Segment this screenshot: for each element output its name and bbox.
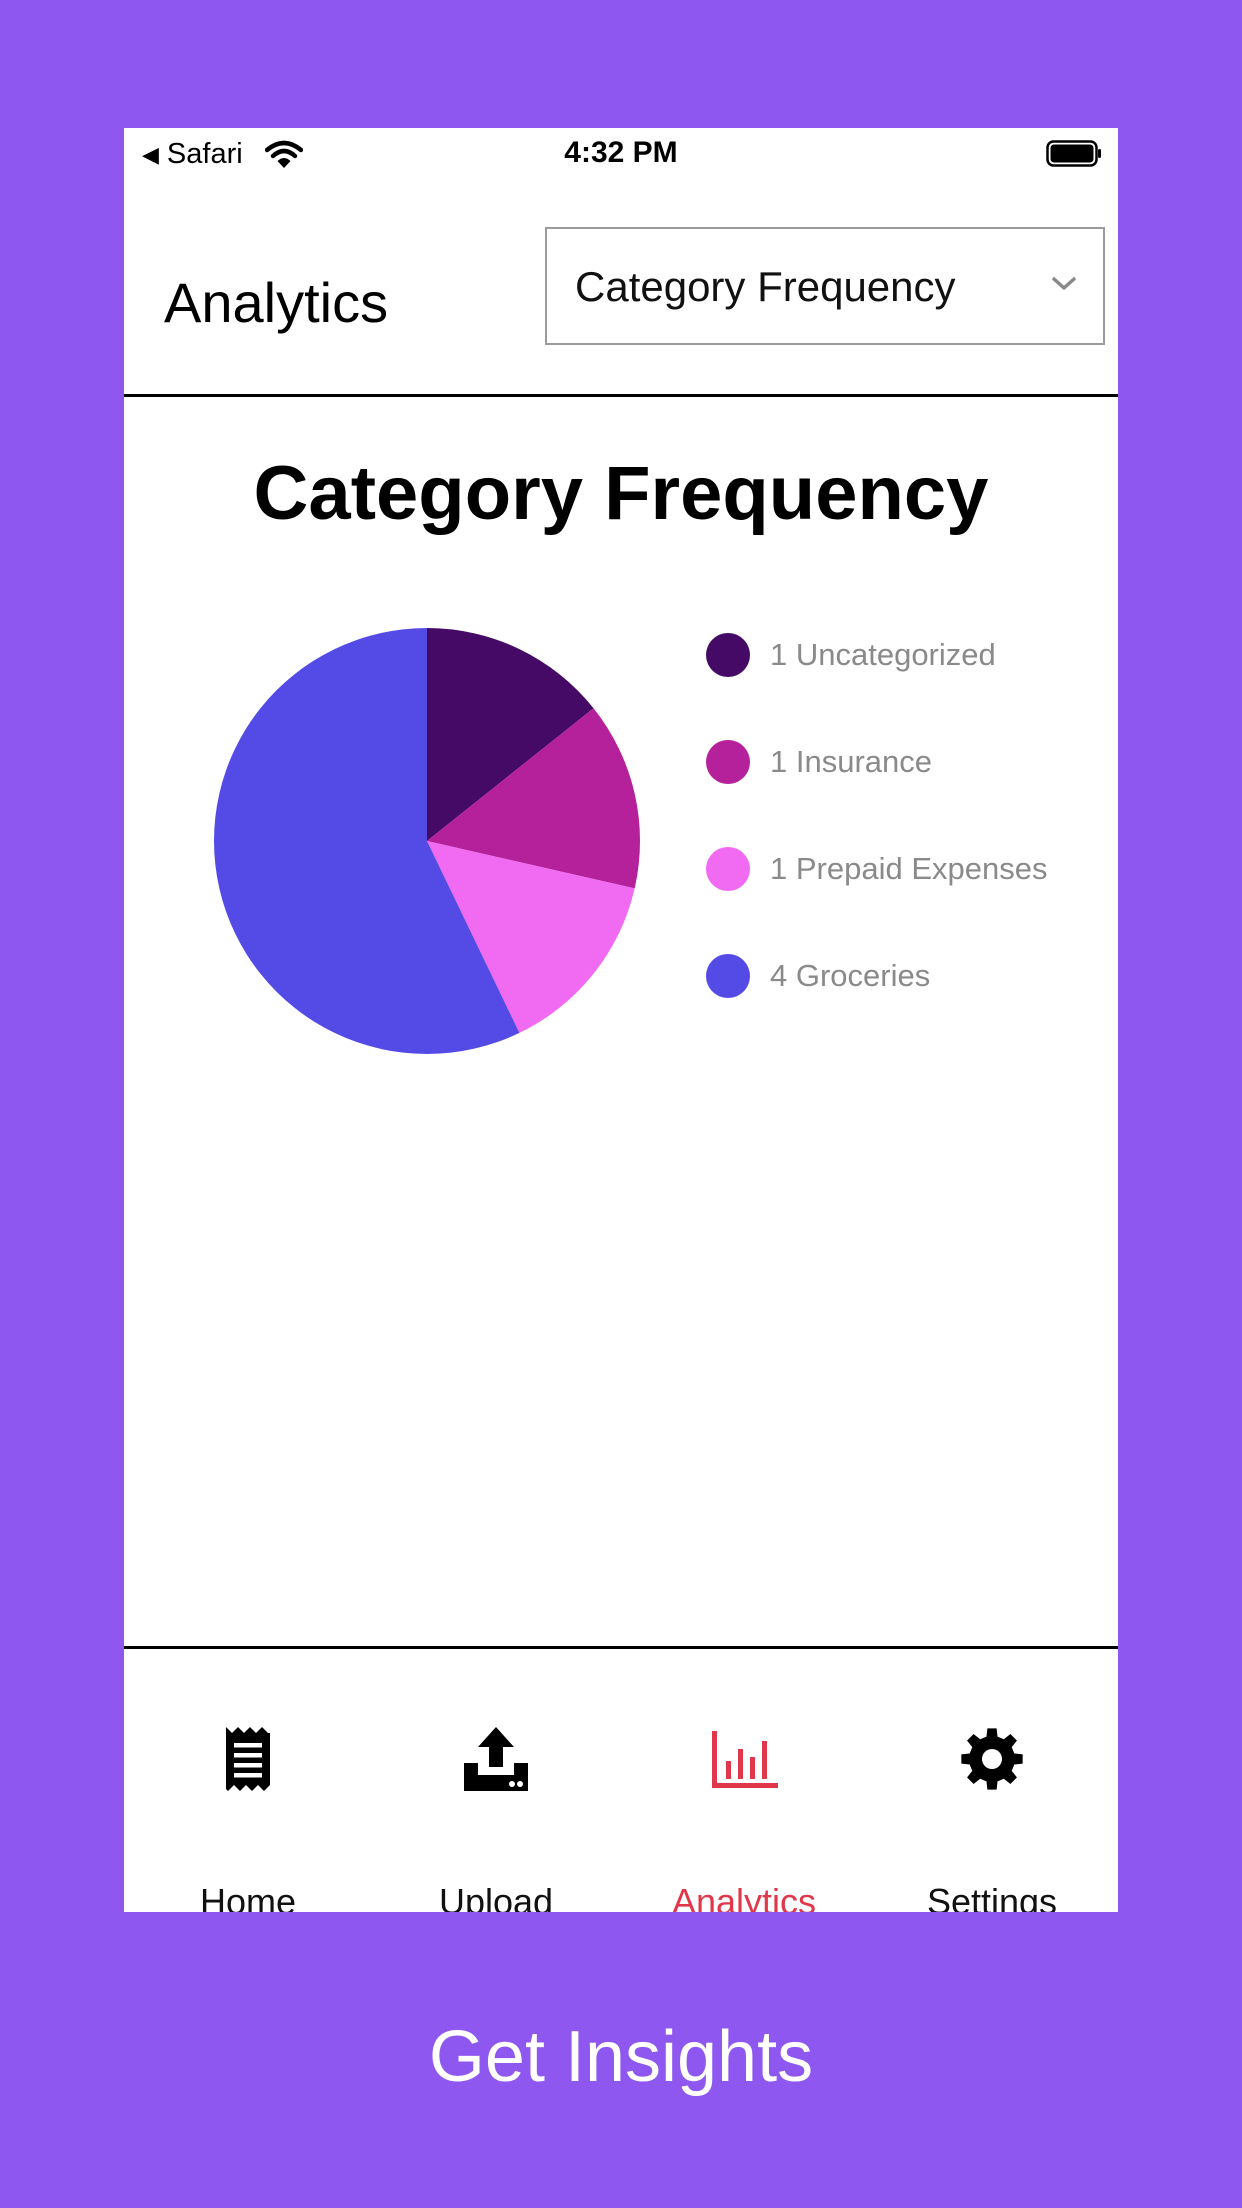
tab-label: Analytics [671,1881,817,1912]
pie-slice [427,841,635,1033]
pie-slice [427,628,594,841]
tab-upload[interactable]: Upload [372,1649,620,1912]
status-bar: ◀ Safari 4:32 PM [124,128,1118,184]
tab-label: Home [199,1881,297,1912]
legend-label: 1 Prepaid Expenses [770,851,1048,886]
chart-type-select-value: Category Frequency [575,263,956,310]
tab-label: Upload [438,1881,554,1912]
legend-item: 4 Groceries [706,954,930,998]
status-time: 4:32 PM [564,136,678,169]
chevron-down-icon [1052,277,1076,290]
gear-icon [961,1728,1023,1790]
legend-swatch [706,847,750,891]
back-to-app-link[interactable]: ◀ Safari [142,138,303,171]
legend-swatch [706,633,750,677]
tab-analytics[interactable]: Analytics [620,1649,868,1912]
receipt-icon [226,1727,270,1791]
phone-screen: ◀ Safari 4:32 PM Analytics Category Freq… [124,128,1118,1912]
legend-item: 1 Uncategorized [706,633,996,677]
back-arrow-icon: ◀ [142,141,159,167]
chart-type-select[interactable]: Category Frequency [545,227,1105,345]
legend-label: 4 Groceries [770,958,931,993]
legend-swatch [706,740,750,784]
tab-settings[interactable]: Settings [868,1649,1116,1912]
legend-item: 1 Insurance [706,740,932,784]
back-app-label: Safari [166,138,243,170]
app-header: Analytics Category Frequency [124,184,1118,397]
pie-slice [427,708,640,889]
legend-label: 1 Insurance [770,744,932,779]
chart-title: Category Frequency [253,451,989,536]
bar-chart-icon [712,1731,778,1788]
upload-icon [464,1727,528,1791]
wifi-icon [264,140,303,168]
legend-label: 1 Uncategorized [770,637,996,672]
bottom-tab-bar: Home Upload Analytics Setti [124,1646,1118,1912]
legend-item: 1 Prepaid Expenses [706,847,1047,891]
tab-home[interactable]: Home [124,1649,372,1912]
category-pie-chart [214,628,640,1054]
tab-label: Settings [926,1881,1058,1912]
page-title: Analytics [164,271,389,334]
battery-icon [1046,140,1101,167]
promo-caption: Get Insights [428,2017,814,2097]
legend-swatch [706,954,750,998]
pie-slice [214,628,520,1054]
